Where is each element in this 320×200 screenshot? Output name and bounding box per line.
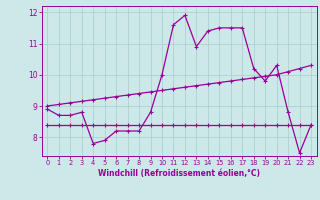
X-axis label: Windchill (Refroidissement éolien,°C): Windchill (Refroidissement éolien,°C)	[98, 169, 260, 178]
